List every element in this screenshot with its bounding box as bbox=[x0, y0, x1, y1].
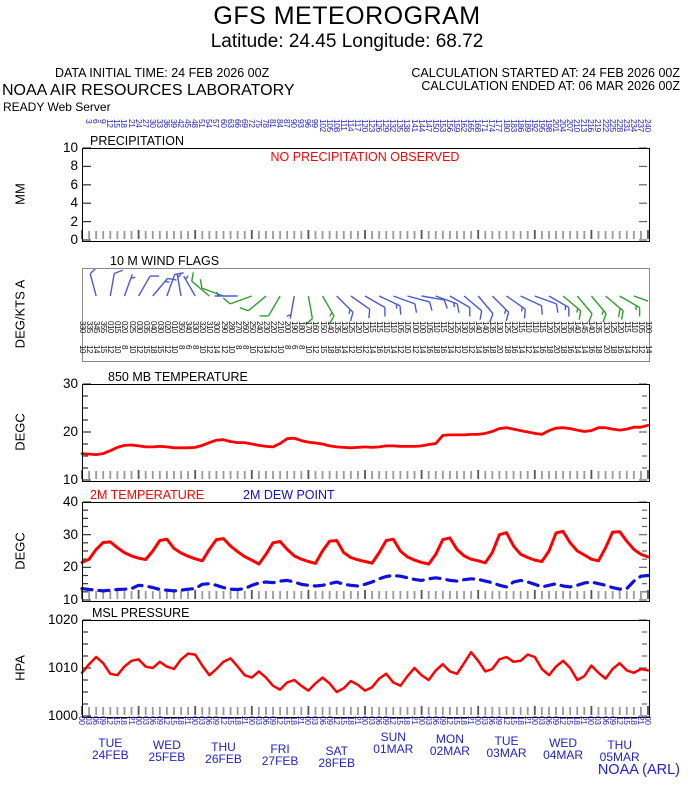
mslp-ytick-label: 1000 bbox=[47, 708, 78, 723]
wind-unit-label: DEG/KTS A bbox=[12, 279, 28, 349]
forecast-hour-label: 240 bbox=[643, 119, 653, 132]
mslp-line bbox=[80, 650, 650, 694]
t2m-unit-label: DEGC bbox=[12, 532, 28, 570]
t850-ytick-label: 30 bbox=[62, 376, 78, 391]
date-label: FRI 27FEB bbox=[261, 742, 299, 768]
date-label: WED 04MAR bbox=[543, 736, 584, 762]
wind-direction-label: 100 bbox=[644, 321, 653, 333]
data-initial-time: DATA INITIAL TIME: 24 FEB 2026 00Z bbox=[55, 66, 270, 80]
server-name: READY Web Server bbox=[3, 100, 111, 114]
mslp-panel bbox=[82, 620, 650, 718]
wind-speed-label: 14 bbox=[644, 345, 653, 353]
precip-ytick-label: 6 bbox=[70, 176, 78, 192]
mslp-unit-label: HPA bbox=[12, 655, 28, 681]
t2m-ytick-label: 40 bbox=[62, 494, 78, 509]
organization-name: NOAA AIR RESOURCES LABORATORY bbox=[2, 82, 295, 99]
t2m-ytick-label: 30 bbox=[62, 526, 78, 542]
date-label: TUE 24FEB bbox=[91, 736, 129, 762]
t850-temperature-line bbox=[80, 423, 650, 457]
wind-barbs bbox=[82, 268, 648, 325]
no-precipitation-note: NO PRECIPITATION OBSERVED bbox=[270, 150, 460, 164]
date-label: MON 02MAR bbox=[429, 732, 470, 758]
mslp-ytick-label: 1010 bbox=[47, 660, 78, 675]
precip-ytick-label: 4 bbox=[70, 195, 78, 211]
t850-title: 850 MB TEMPERATURE bbox=[108, 370, 248, 384]
precip-ytick-label: 2 bbox=[70, 213, 78, 229]
precip-ytick-label: 10 bbox=[62, 140, 78, 155]
page-title: GFS METEOROGRAM bbox=[213, 2, 481, 30]
precip-unit-label: MM bbox=[12, 183, 28, 205]
t2m-dewpoint-line bbox=[80, 573, 650, 593]
wind-flags-panel bbox=[82, 268, 650, 362]
date-label: TUE 03MAR bbox=[486, 734, 527, 760]
calc-ended-at: CALCULATION ENDED AT: 06 MAR 2026 00Z bbox=[421, 79, 680, 93]
t2m-temperature-legend: 2M TEMPERATURE bbox=[90, 488, 205, 502]
precip-ytick-label: 8 bbox=[70, 158, 78, 174]
page-subtitle: Latitude: 24.45 Longitude: 68.72 bbox=[210, 31, 484, 52]
precip-ytick-label: 0 bbox=[70, 232, 78, 247]
t2m-panel bbox=[82, 502, 650, 602]
mslp-ytick-label: 1020 bbox=[47, 612, 78, 627]
t850-ytick-label: 20 bbox=[62, 424, 78, 439]
valid-hour-label: 00 bbox=[643, 716, 653, 725]
date-label: WED 25FEB bbox=[148, 738, 186, 764]
date-label: THU 26FEB bbox=[205, 740, 242, 766]
date-label: THU 05MAR bbox=[599, 738, 640, 764]
noaa-arl-credit: NOAA (ARL) bbox=[597, 762, 680, 778]
t850-ytick-label: 10 bbox=[62, 472, 78, 487]
date-label: SUN 01MAR bbox=[373, 730, 414, 756]
precipitation-panel bbox=[82, 148, 650, 242]
t850-panel bbox=[82, 384, 650, 482]
precipitation-title: PRECIPITATION bbox=[90, 134, 184, 148]
mslp-title: MSL PRESSURE bbox=[92, 606, 190, 620]
t850-unit-label: DEGC bbox=[12, 413, 28, 451]
wind-flags-title: 10 M WIND FLAGS bbox=[110, 254, 220, 268]
t2m-dewpoint-legend: 2M DEW POINT bbox=[243, 488, 335, 502]
date-label: SAT 28FEB bbox=[318, 744, 356, 770]
t2m-ytick-label: 20 bbox=[62, 559, 78, 575]
t2m-temperature-line bbox=[80, 529, 650, 566]
t2m-ytick-label: 10 bbox=[62, 592, 78, 607]
calc-started-at: CALCULATION STARTED AT: 24 FEB 2026 00Z bbox=[411, 66, 680, 80]
